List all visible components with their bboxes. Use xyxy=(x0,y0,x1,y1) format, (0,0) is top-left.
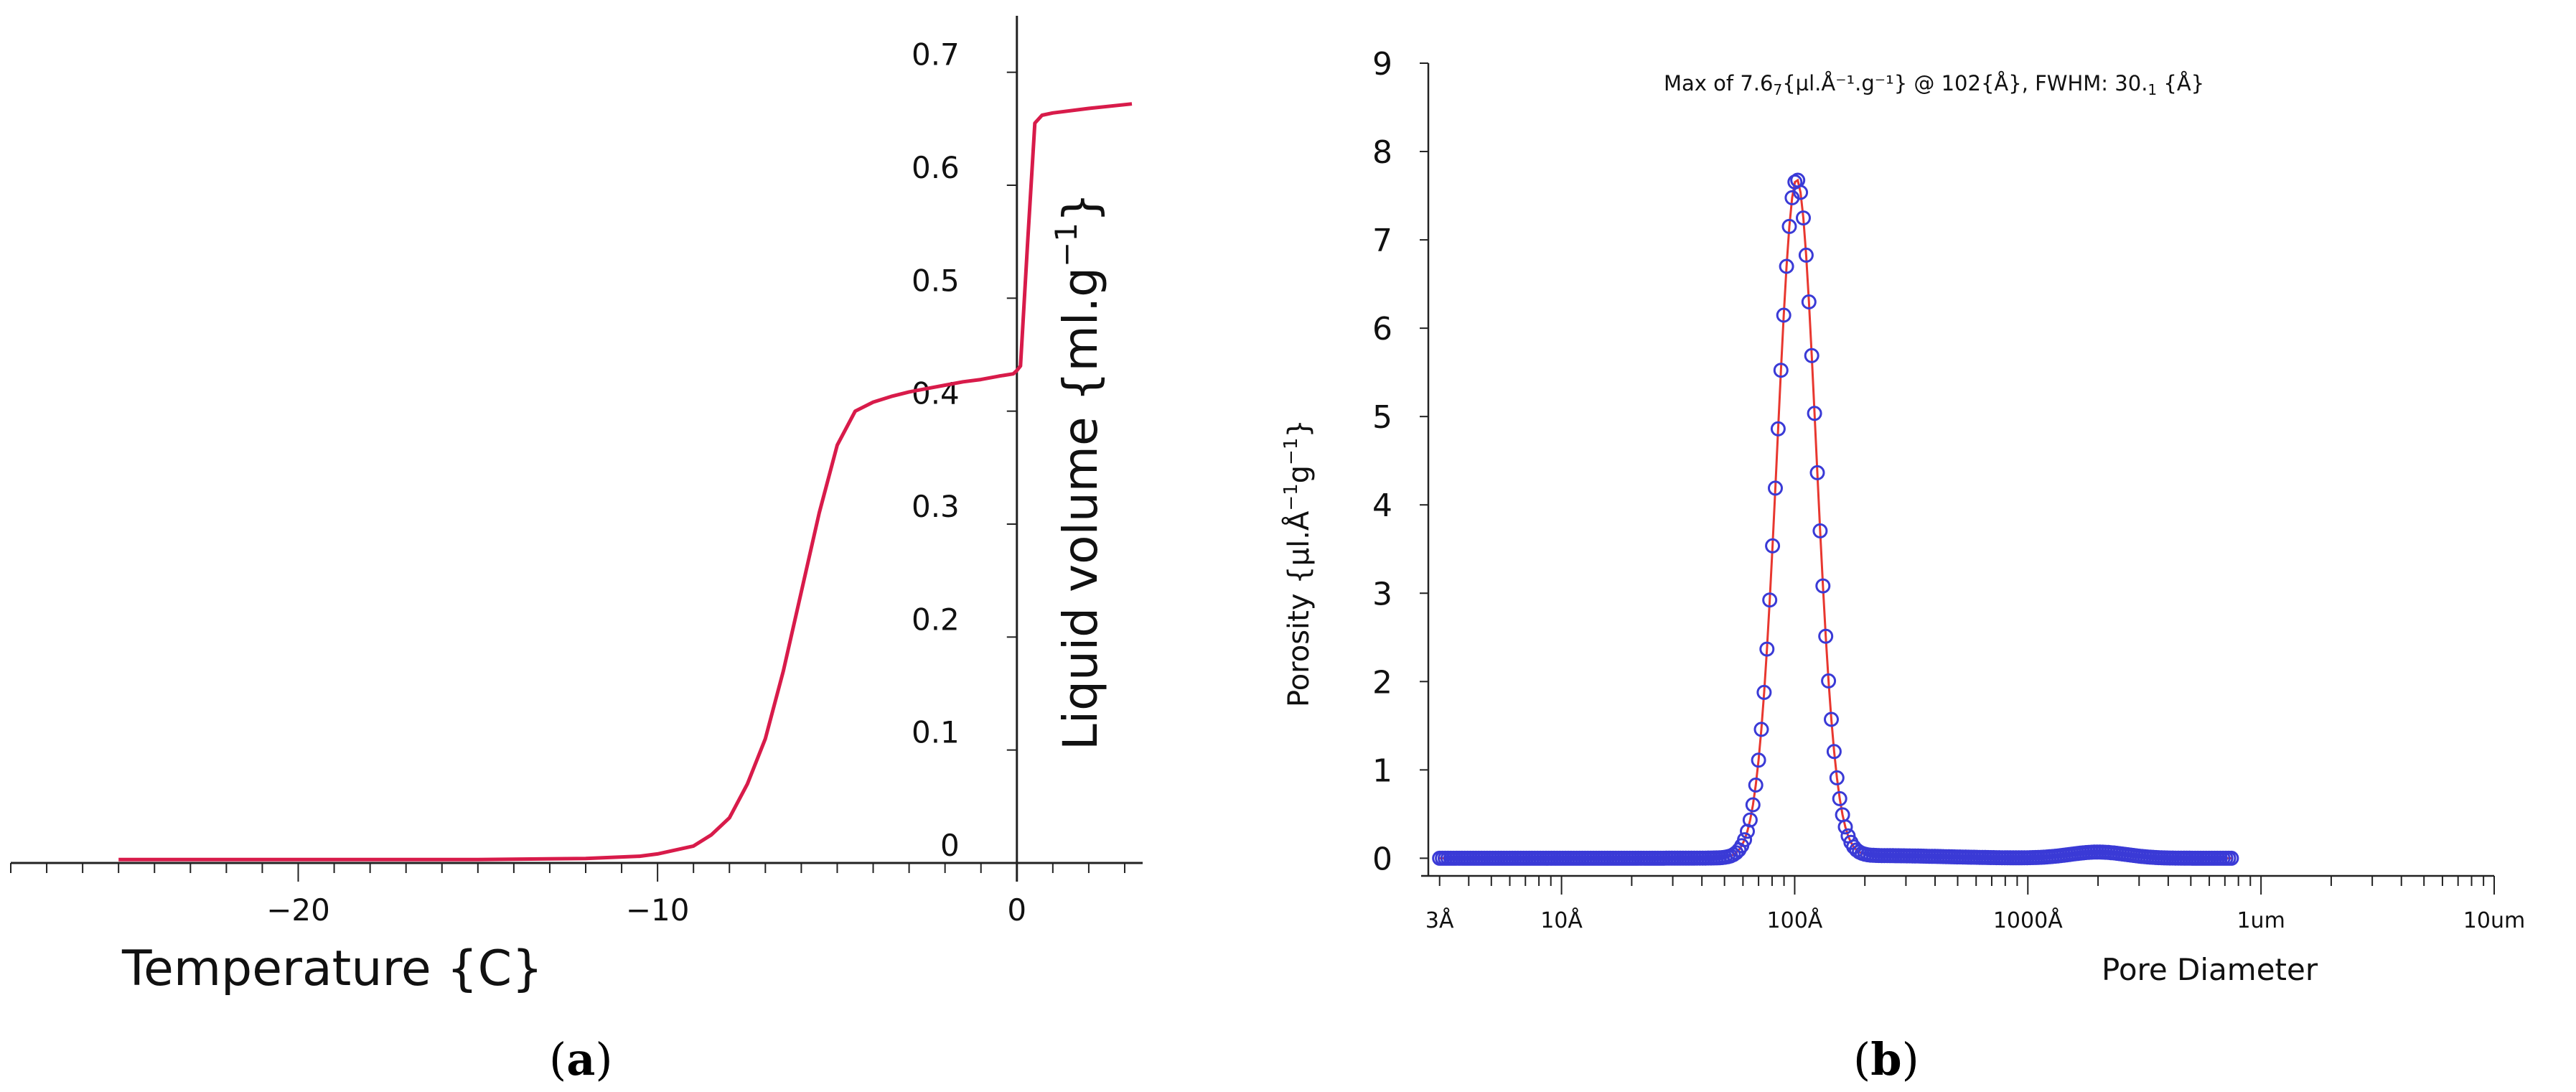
panel-b-y-label-main: Porosity {µl.Å xyxy=(1281,510,1316,707)
panel-b-x-tick-label: 10Å xyxy=(1540,907,1583,933)
panel-a-chart: −20 −10 0 0 0.1 0.2 0.3 0.4 0.5 0.6 0.7 xyxy=(10,16,1143,928)
panel-a-y-tick-label: 0.2 xyxy=(912,602,960,637)
panel-a-y-label-main: Liquid volume {ml.g xyxy=(1053,267,1108,750)
panel-b-data-point xyxy=(1801,294,1817,309)
panel-b-data-point xyxy=(1765,538,1781,554)
panel-b-data-point xyxy=(1821,673,1837,689)
svg-text:Porosity {µl.Å−1g−1}: Porosity {µl.Å−1g−1} xyxy=(1280,419,1316,707)
panel-b-y-tick-label: 9 xyxy=(1372,46,1392,83)
panel-a-y-label-close: } xyxy=(1053,192,1108,223)
panel-a-y-tick-label: 0.1 xyxy=(912,715,960,750)
panel-a-y-tick-label: 0.5 xyxy=(912,263,960,298)
panel-a-x-tick-label: −20 xyxy=(266,892,330,928)
panel-a-x-tick-label: −10 xyxy=(626,892,690,928)
panel-b-y-tick-label: 3 xyxy=(1372,576,1392,612)
panel-a-label-letter: a xyxy=(566,1033,595,1086)
panel-b-y-tick-label: 8 xyxy=(1372,134,1392,171)
panel-a-y-axis-label: Liquid volume {ml.g−1} xyxy=(1049,192,1108,750)
panel-b-x-tick-label: 1000Å xyxy=(1993,907,2063,933)
panel-b-data-point xyxy=(1818,628,1834,644)
panel-b-data-point xyxy=(1742,812,1758,828)
panel-b-data-point xyxy=(1745,797,1761,813)
panel-a-y-label-sup: −1 xyxy=(1049,223,1084,267)
svg-text:Liquid volume {ml.g−1}: Liquid volume {ml.g−1} xyxy=(1049,192,1108,750)
panel-b-y-label-mid: g xyxy=(1283,465,1316,483)
panel-b-data-point xyxy=(1781,218,1797,234)
panel-b-data-point xyxy=(1798,247,1814,263)
panel-b-fit-line xyxy=(1439,178,2231,859)
panel-b-data-point xyxy=(1804,347,1819,363)
panel-b-data-point xyxy=(1762,592,1778,608)
panel-b-data-point xyxy=(1759,641,1775,657)
annotation-suffix: {µl.Å⁻¹.g⁻¹} @ 102{Å}, FWHM: 30. xyxy=(1782,71,2148,95)
panel-b-data-point xyxy=(1753,722,1769,737)
panel-b-data-point xyxy=(1793,185,1809,200)
panel-b-data-point xyxy=(1776,307,1792,323)
panel-b-data-point xyxy=(1737,832,1753,848)
panel-b-data-point xyxy=(2224,850,2239,866)
panel-b-x-tick-label: 100Å xyxy=(1767,907,1823,933)
panel-a-series-line xyxy=(118,102,1133,862)
panel-b-data-point xyxy=(1837,819,1853,835)
panel-b-chart: 0 1 2 3 4 5 6 7 8 9 3Å 10Å 100Å 1000Å 1um 10um xyxy=(1372,46,2525,933)
panel-b-data-point xyxy=(1815,578,1831,594)
panel-b-data-point xyxy=(1826,744,1842,760)
panel-b-data-point xyxy=(1796,210,1811,226)
panel-b-y-tick-label: 2 xyxy=(1372,664,1392,701)
panel-b-x-tick-label: 10um xyxy=(2463,908,2525,933)
annotation-prefix: Max of 7.6 xyxy=(1664,71,1773,95)
panel-b-data-point xyxy=(1768,480,1783,496)
panel-b-y-label-close: } xyxy=(1283,419,1316,437)
panel-b-y-tick-label: 6 xyxy=(1372,311,1392,347)
panel-b-y-tick-label: 1 xyxy=(1372,752,1392,789)
panel-b-data-point xyxy=(1809,465,1825,480)
panel-a-y-tick-label: 0 xyxy=(940,828,960,863)
panel-b-data-point xyxy=(1748,778,1764,793)
panel-b-data-point xyxy=(1773,363,1789,378)
panel-b-x-axis-label: Pore Diameter xyxy=(2102,952,2318,987)
panel-b-data-point xyxy=(1751,752,1766,768)
panel-b-label: (b) xyxy=(1853,1033,1919,1086)
panel-a-x-axis-label: Temperature {C} xyxy=(121,941,543,997)
panel-a-y-tick-label: 0.4 xyxy=(912,376,960,411)
annotation-sub2: 1 xyxy=(2148,81,2157,98)
panel-b-data-point xyxy=(1756,684,1772,700)
panel-b-y-tick-label: 4 xyxy=(1372,487,1392,524)
panel-b-y-label-sup1: −1 xyxy=(1280,483,1302,510)
panel-b-data-point xyxy=(1832,790,1847,806)
panel-a-y-tick-label: 0.3 xyxy=(912,489,960,524)
panel-a-x-tick-label: 0 xyxy=(1007,892,1026,928)
panel-b-x-tick-label: 1um xyxy=(2237,908,2285,933)
panel-a-label: (a) xyxy=(549,1033,613,1086)
panel-b-y-tick-label: 7 xyxy=(1372,223,1392,259)
panel-b-y-tick-label: 0 xyxy=(1372,841,1392,877)
panel-b-y-label-sup2: −1 xyxy=(1280,438,1302,465)
panel-b-data-point xyxy=(1812,523,1828,538)
panel-b-label-letter: b xyxy=(1870,1033,1901,1086)
panel-b-data-point xyxy=(1770,421,1786,437)
panel-b-data-point xyxy=(1779,258,1794,274)
annotation-end: {Å} xyxy=(2157,71,2204,95)
panel-b-data-point xyxy=(1807,406,1822,421)
panel-b-x-tick-label: 3Å xyxy=(1425,907,1454,933)
panel-a-y-tick-label: 0.7 xyxy=(912,37,960,73)
annotation-sub: 7 xyxy=(1773,81,1782,98)
panel-b-y-tick-label: 5 xyxy=(1372,399,1392,436)
panel-b-peak-annotation: Max of 7.67{µl.Å⁻¹.g⁻¹} @ 102{Å}, FWHM: … xyxy=(1664,71,2204,98)
panel-b-y-axis-label: Porosity {µl.Å−1g−1} xyxy=(1280,419,1316,707)
panel-a-y-tick-label: 0.6 xyxy=(912,150,960,185)
panel-b-data-point xyxy=(1829,770,1845,785)
panel-b-data-point xyxy=(1824,711,1839,727)
